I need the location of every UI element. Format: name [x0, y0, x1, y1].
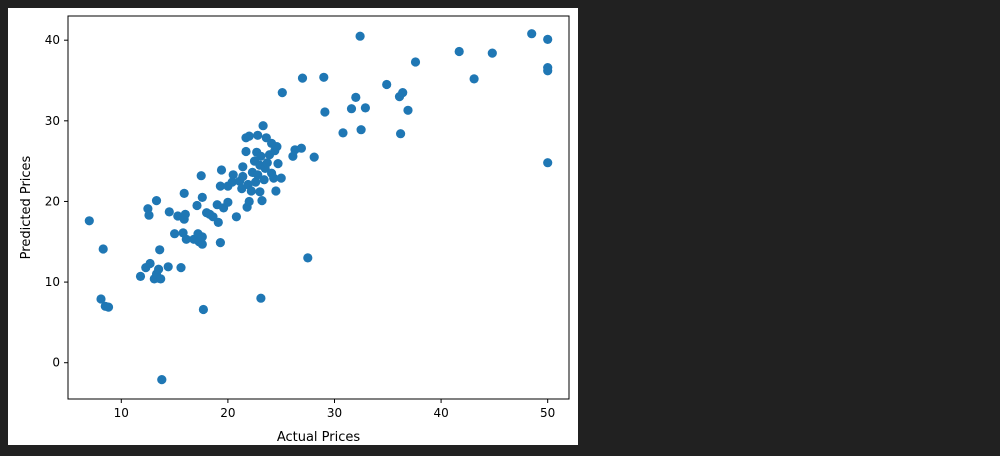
- data-point: [135, 271, 146, 281]
- data-point: [269, 173, 279, 183]
- data-point: [255, 187, 265, 197]
- data-point: [271, 186, 281, 196]
- data-point: [276, 173, 286, 183]
- data-point: [256, 293, 266, 303]
- data-point: [257, 196, 267, 206]
- data-point: [164, 207, 174, 217]
- data-point: [98, 244, 108, 254]
- data-point: [197, 232, 207, 242]
- data-point: [338, 128, 348, 138]
- data-point: [251, 177, 261, 187]
- y-tick-label: 30: [45, 114, 60, 128]
- data-point: [360, 103, 370, 113]
- figure-panel: 10 20 30 40 50 0 10 20 30 40 Actual Prices Predic…: [8, 8, 578, 445]
- data-point: [244, 131, 254, 141]
- data-point: [351, 92, 361, 102]
- data-point: [487, 48, 497, 58]
- data-point: [382, 79, 392, 90]
- data-point: [215, 181, 225, 191]
- data-point: [244, 196, 254, 207]
- data-point: [246, 186, 256, 196]
- data-point: [527, 29, 537, 39]
- data-point: [151, 196, 162, 206]
- plot-frame: [67, 15, 570, 400]
- data-point: [157, 375, 167, 385]
- x-tick-label: 40: [433, 406, 448, 420]
- data-point: [144, 210, 154, 220]
- data-point: [198, 304, 208, 315]
- data-point: [346, 104, 357, 114]
- data-point: [543, 34, 553, 44]
- data-point: [253, 170, 263, 180]
- data-point: [238, 162, 248, 172]
- data-point: [297, 73, 308, 83]
- x-tick-label: 30: [327, 406, 342, 420]
- data-point: [181, 234, 191, 244]
- data-point: [259, 175, 269, 185]
- data-point: [356, 125, 366, 135]
- data-point: [241, 146, 251, 157]
- data-point: [253, 130, 263, 140]
- data-point: [213, 217, 223, 227]
- data-point: [277, 88, 287, 98]
- data-point: [154, 264, 164, 274]
- y-tick-label: 40: [45, 33, 60, 47]
- data-point: [410, 57, 421, 67]
- x-tick-label: 50: [540, 406, 555, 420]
- data-point: [196, 171, 206, 181]
- data-point: [256, 151, 266, 161]
- x-axis-title: Actual Prices: [277, 430, 361, 445]
- points-layer: [84, 29, 553, 385]
- data-point: [176, 263, 186, 273]
- data-point: [197, 239, 207, 249]
- data-point: [223, 197, 233, 207]
- data-point: [355, 31, 365, 41]
- y-tick-label: 0: [52, 356, 60, 370]
- x-tick-label: 10: [114, 406, 129, 420]
- data-point: [170, 229, 180, 239]
- y-tick-label: 20: [45, 194, 60, 208]
- data-point: [258, 121, 268, 131]
- data-point: [163, 262, 173, 272]
- data-point: [84, 216, 94, 226]
- data-point: [273, 159, 283, 169]
- data-point: [454, 46, 464, 57]
- data-point: [319, 72, 329, 82]
- data-point: [320, 107, 330, 117]
- data-point: [396, 129, 406, 139]
- data-point: [216, 165, 227, 175]
- y-axis-title: Predicted Prices: [19, 155, 34, 259]
- data-point: [296, 143, 306, 153]
- data-point: [262, 158, 272, 168]
- data-point: [543, 158, 553, 168]
- data-point: [156, 274, 166, 284]
- data-point: [267, 138, 277, 148]
- x-tick-label: 20: [220, 406, 235, 420]
- data-point: [469, 74, 479, 84]
- data-point: [398, 88, 408, 98]
- data-point: [103, 302, 114, 312]
- data-point: [179, 188, 189, 198]
- ticks-layer: 10 20 30 40 50 0 10 20 30 40: [45, 33, 556, 420]
- data-point: [155, 245, 165, 255]
- data-point: [180, 209, 190, 219]
- data-point: [231, 212, 241, 222]
- data-point: [192, 200, 202, 211]
- data-point: [215, 238, 225, 248]
- data-point: [238, 171, 248, 182]
- y-tick-label: 10: [45, 275, 60, 289]
- scatter-chart: 10 20 30 40 50 0 10 20 30 40 Actual Prices Predic…: [19, 15, 570, 445]
- data-point: [303, 253, 313, 263]
- data-point: [227, 177, 237, 187]
- data-point: [145, 258, 155, 269]
- data-point: [309, 152, 319, 162]
- data-point: [96, 294, 106, 304]
- data-point: [197, 192, 207, 202]
- data-point: [228, 170, 238, 180]
- data-point: [403, 105, 413, 115]
- data-point: [543, 66, 553, 76]
